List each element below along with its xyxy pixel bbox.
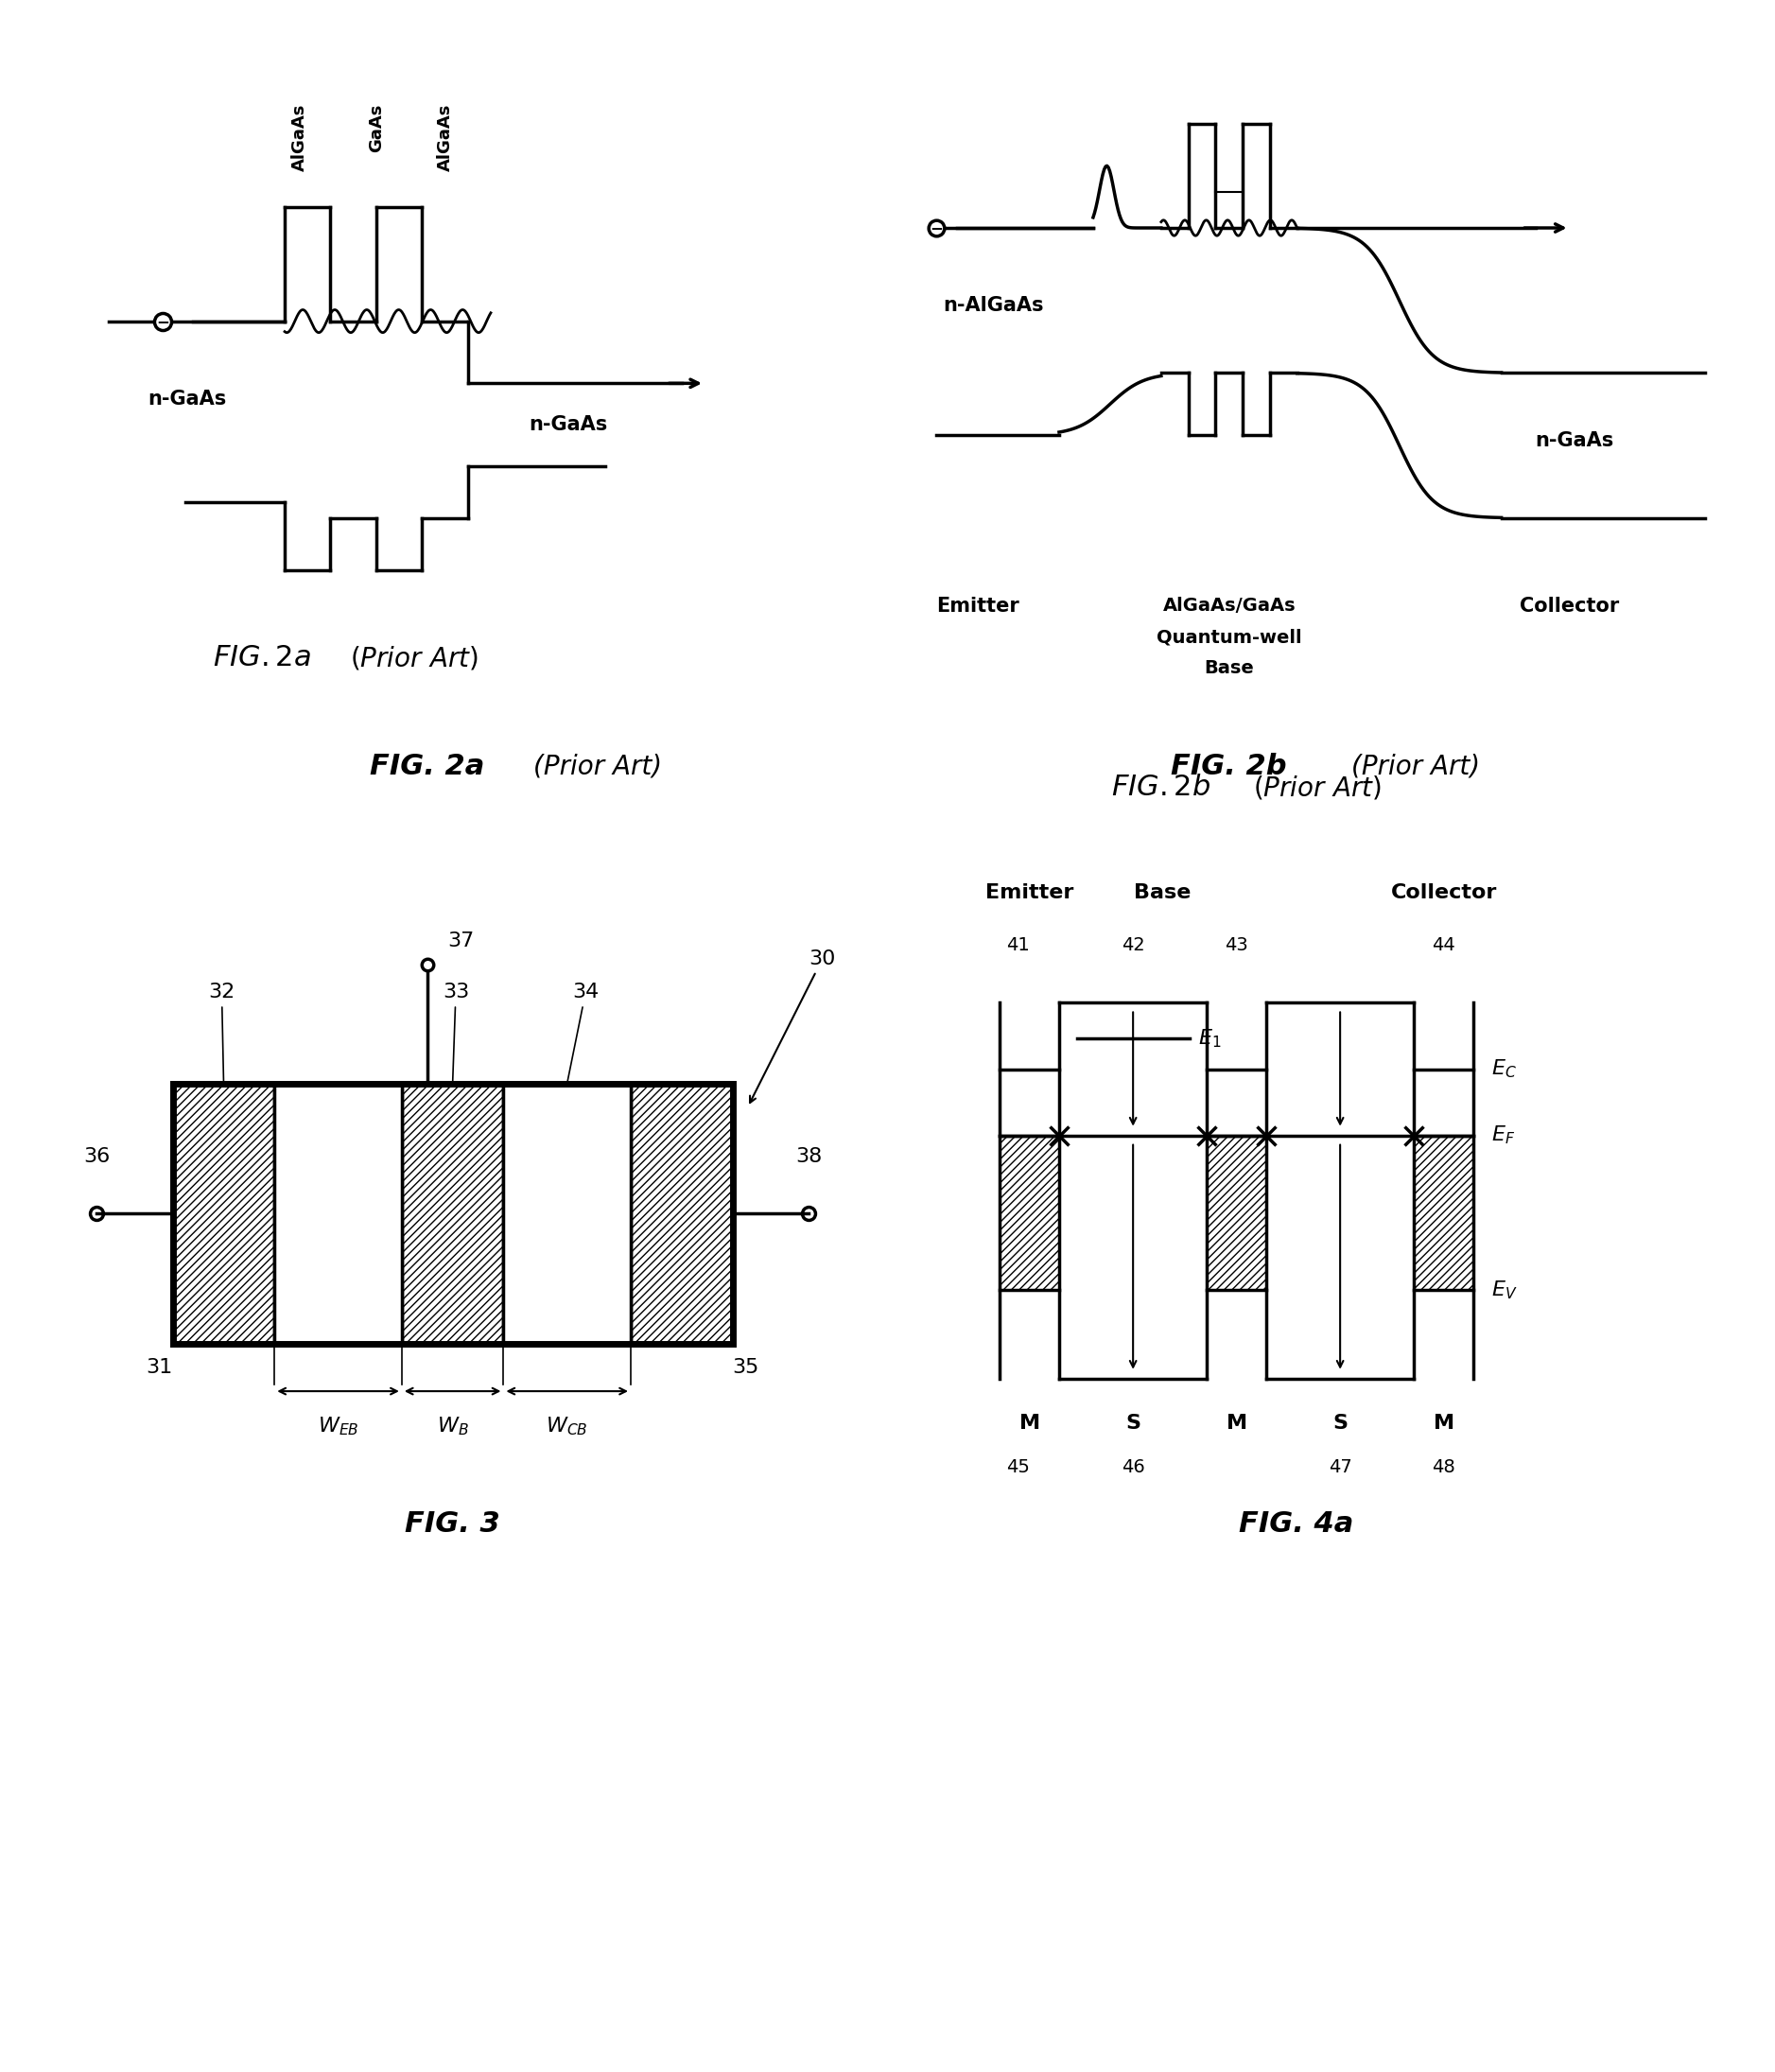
Text: 31: 31: [146, 1357, 172, 1378]
Text: 46: 46: [1122, 1459, 1145, 1475]
Text: Base: Base: [1134, 883, 1191, 901]
Text: $\it{(Prior\ Art)}$: $\it{(Prior\ Art)}$: [350, 644, 479, 671]
Bar: [1207, 1135, 1266, 1291]
Text: $E_F$: $E_F$: [1491, 1125, 1514, 1146]
Text: $\it{FIG. 2a}$: $\it{FIG. 2a}$: [213, 644, 311, 671]
Text: $\it{FIG. 2b}$: $\it{FIG. 2b}$: [1111, 773, 1211, 802]
Text: M: M: [1019, 1413, 1040, 1434]
Bar: [630, 1084, 733, 1345]
Text: AlGaAs/GaAs: AlGaAs/GaAs: [1163, 597, 1296, 615]
Text: Emitter: Emitter: [935, 597, 1019, 615]
Text: n-GaAs: n-GaAs: [147, 390, 225, 408]
Text: (Prior Art): (Prior Art): [534, 754, 662, 779]
Text: S: S: [1333, 1413, 1347, 1434]
Text: n-GaAs: n-GaAs: [1535, 431, 1613, 450]
Bar: [401, 1084, 504, 1345]
Bar: [172, 1084, 275, 1345]
Text: $\it{(Prior\ Art)}$: $\it{(Prior\ Art)}$: [1253, 773, 1381, 802]
Text: M: M: [1432, 1413, 1454, 1434]
Text: FIG. 2b: FIG. 2b: [1170, 752, 1287, 781]
Text: 47: 47: [1328, 1459, 1353, 1475]
Bar: [999, 1135, 1060, 1291]
Bar: [504, 1084, 630, 1345]
Text: $E_1$: $E_1$: [1198, 1028, 1221, 1048]
Text: 44: 44: [1432, 937, 1455, 955]
Text: Base: Base: [1203, 659, 1255, 678]
Text: 33: 33: [442, 982, 469, 1082]
Text: 43: 43: [1225, 937, 1248, 955]
Text: FIG. 3: FIG. 3: [405, 1510, 501, 1537]
Text: 38: 38: [795, 1148, 822, 1167]
Text: 41: 41: [1006, 937, 1030, 955]
Text: n-GaAs: n-GaAs: [529, 414, 607, 435]
Text: 35: 35: [733, 1357, 760, 1378]
Text: AlGaAs: AlGaAs: [291, 104, 309, 172]
Text: −: −: [156, 313, 169, 329]
Text: GaAs: GaAs: [367, 104, 385, 151]
Text: Emitter: Emitter: [985, 883, 1074, 901]
Bar: [172, 1084, 733, 1345]
Text: −: −: [930, 220, 943, 236]
Text: $\mathit{W}_{CB}$: $\mathit{W}_{CB}$: [547, 1415, 588, 1438]
Text: 42: 42: [1122, 937, 1145, 955]
Text: AlGaAs: AlGaAs: [437, 104, 453, 172]
Text: FIG. 4a: FIG. 4a: [1239, 1510, 1353, 1537]
Text: Collector: Collector: [1390, 883, 1496, 901]
Text: (Prior Art): (Prior Art): [1351, 754, 1480, 779]
Text: 45: 45: [1006, 1459, 1030, 1475]
Text: 30: 30: [749, 949, 836, 1102]
Text: Collector: Collector: [1519, 597, 1619, 615]
Text: 36: 36: [83, 1148, 110, 1167]
Text: $E_C$: $E_C$: [1491, 1059, 1516, 1080]
Text: 37: 37: [447, 932, 474, 951]
Bar: [1415, 1135, 1473, 1291]
Text: $\mathit{W}_{B}$: $\mathit{W}_{B}$: [437, 1415, 469, 1438]
Text: 48: 48: [1432, 1459, 1455, 1475]
Text: Quantum-well: Quantum-well: [1157, 628, 1301, 646]
Text: S: S: [1125, 1413, 1141, 1434]
Bar: [275, 1084, 401, 1345]
Text: 34: 34: [568, 982, 598, 1082]
Text: $E_V$: $E_V$: [1491, 1278, 1518, 1301]
Text: $\mathit{W}_{EB}$: $\mathit{W}_{EB}$: [318, 1415, 359, 1438]
Text: n-AlGaAs: n-AlGaAs: [944, 296, 1044, 315]
Text: FIG. 2a: FIG. 2a: [369, 752, 485, 781]
Text: 32: 32: [208, 982, 234, 1082]
Text: M: M: [1227, 1413, 1248, 1434]
